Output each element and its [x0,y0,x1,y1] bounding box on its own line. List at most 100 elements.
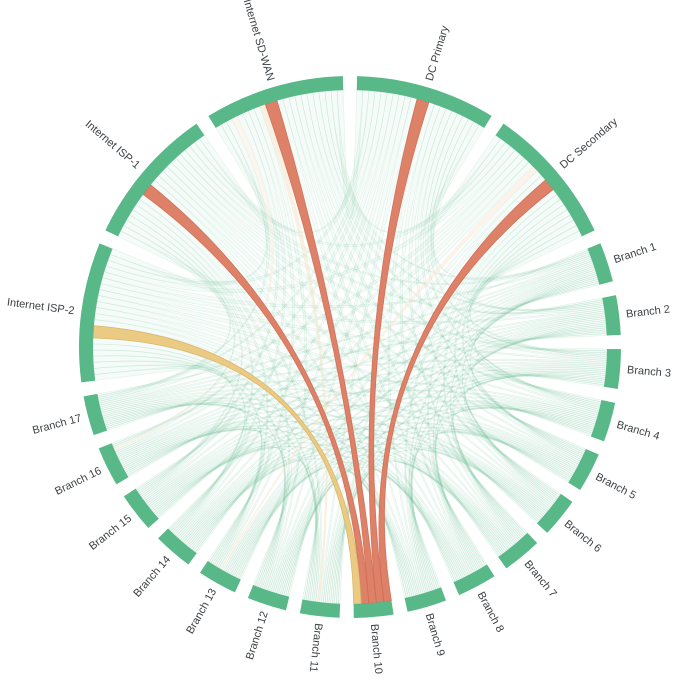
mesh-chord-dc-primary-internet-isp-1 [194,90,370,234]
mesh-chord-branch-4-branch-13 [226,403,597,575]
node-label-branch-3: Branch 3 [627,364,672,380]
mesh-chord-branch-1-branch-14 [178,262,594,541]
node-arc-branch-11[interactable] [299,599,341,618]
mesh-chord-branch-16-internet-isp-2 [93,364,228,448]
mesh-chord-branch-17-internet-sd-wan [97,118,270,400]
mesh-chord-branch-1-internet-isp-1 [184,145,591,285]
mesh-chord-branch-14-branch-17 [104,401,248,533]
mesh-chord-branch-12-branch-14 [193,456,292,587]
mesh-chord-branch-1-branch-9 [408,269,597,593]
mesh-chord-branch-3-internet-sd-wan [312,91,608,359]
node-label-branch-7: Branch 7 [522,558,559,600]
node-label-branch-10: Branch 10 [368,623,384,674]
node-label-branch-11: Branch 11 [307,623,324,673]
mesh-chord-branch-5-branch-9 [410,431,573,591]
mesh-chord-dc-secondary-branch-17 [98,149,521,404]
mesh-chord-dc-secondary-branch-5 [461,209,584,459]
mesh-chord-branch-1-branch-17 [98,257,592,406]
mesh-chord-branch-7-branch-12 [281,459,505,596]
node-arc-branch-4[interactable] [590,400,616,442]
node-arc-internet-isp-2[interactable] [78,243,113,383]
mesh-chord-branch-6-branch-9 [408,447,542,590]
mesh-chord-branch-3-branch-13 [225,367,607,574]
node-label-internet-isp-1: Internet ISP-1 [83,118,142,171]
node-arc-branch-7[interactable] [498,532,538,569]
node-arc-branch-1[interactable] [587,243,613,285]
mesh-chord-branch-6-branch-13 [230,443,546,576]
node-arc-branch-13[interactable] [199,561,241,593]
mesh-chord-branch-14-internet-sd-wan [174,110,286,537]
mesh-chord-branch-7-branch-17 [101,397,513,549]
node-arc-branch-6[interactable] [536,493,573,533]
accent-chord-branch-16-internet-sd-wan [113,115,274,451]
node-arc-branch-16[interactable] [98,443,129,485]
mesh-chord-branch-4-branch-17 [100,379,599,418]
accent-chord-dc-secondary-branch-13 [220,166,538,571]
node-label-branch-12: Branch 12 [244,610,271,661]
mesh-chord-dc-secondary-branch-6 [454,204,568,504]
mesh-chord-dc-primary-branch-11 [318,97,418,603]
mesh-chord-dc-secondary-branch-16 [115,153,525,455]
critical-chord-branch-10-internet-sd-wan[interactable] [264,100,377,604]
critical-chord-branch-10-dc-primary[interactable] [368,98,430,604]
node-arc-branch-10[interactable] [353,600,394,618]
mesh-chord-dc-secondary-internet-sd-wan [330,90,506,234]
mesh-chord-branch-5-internet-isp-2 [96,295,580,465]
node-label-internet-sd-wan: Internet SD-WAN [241,0,277,82]
critical-chord-branch-10-dc-secondary[interactable] [378,179,554,603]
mesh-chord-branch-7-branch-13 [231,454,507,577]
node-label-branch-15: Branch 15 [87,513,134,553]
mesh-chord-branch-7-internet-sd-wan [288,95,517,545]
node-label-branch-14: Branch 14 [131,554,173,600]
mesh-chord-dc-primary-branch-1 [431,121,590,281]
mesh-chord-branch-4-branch-8 [434,406,594,569]
node-label-branch-17: Branch 17 [31,412,83,436]
mesh-chord-dc-primary-branch-8 [399,103,475,574]
node-arc-branch-8[interactable] [453,564,495,596]
mesh-chord-branch-5-branch-14 [184,422,577,546]
node-label-branch-9: Branch 9 [423,612,447,658]
node-arc-branch-2[interactable] [602,295,621,336]
node-label-branch-16: Branch 16 [53,465,103,498]
node-label-branch-1: Branch 1 [612,241,658,266]
mesh-chord-dc-secondary-branch-8 [427,194,561,573]
mesh-chord-branch-2-branch-9 [409,321,607,593]
mesh-chord-branch-5-internet-sd-wan [300,93,582,462]
mesh-chord-branch-8-internet-sd-wan [282,97,473,575]
node-label-branch-6: Branch 6 [562,518,604,555]
node-arc-dc-primary[interactable] [356,76,492,128]
node-arc-branch-12[interactable] [247,585,290,611]
node-arc-branch-15[interactable] [123,488,159,529]
mesh-chord-branch-6-branch-15 [148,427,548,514]
mesh-chord-branch-2-branch-6 [464,327,607,501]
node-arc-branch-17[interactable] [83,393,107,436]
node-arc-branch-5[interactable] [568,448,599,491]
mesh-chord-branch-8-internet-isp-1 [154,175,471,576]
node-arc-branch-9[interactable] [404,587,446,612]
node-arc-internet-isp-1[interactable] [105,123,205,237]
mesh-chord-dc-secondary-branch-12 [268,170,542,592]
mesh-chord-branch-6-branch-8 [428,443,540,567]
node-label-dc-secondary: DC Secondary [558,116,621,172]
mesh-chord-branch-4-branch-14 [182,400,597,545]
mesh-chord-branch-1-internet-sd-wan [324,90,590,280]
node-arc-internet-sd-wan[interactable] [208,76,344,128]
mesh-chord-dc-primary-branch-6 [414,108,555,505]
mesh-chord-dc-primary-branch-14 [175,93,400,539]
mesh-chord-branch-13-branch-15 [155,441,270,564]
mesh-chord-branch-5-internet-isp-1 [166,161,581,464]
mesh-chord-branch-8-branch-13 [233,462,461,581]
mesh-chord-branch-4-branch-6 [461,401,593,498]
mesh-chord-branch-11-internet-isp-2 [92,337,320,603]
mesh-chord-branch-3-branch-14 [181,365,607,544]
mesh-chord-branch-5-branch-8 [432,428,572,568]
node-arc-dc-secondary[interactable] [495,123,595,237]
mesh-chord-branch-7-branch-14 [187,447,508,552]
node-arc-branch-14[interactable] [158,528,197,565]
mesh-chord-branch-8-branch-12 [283,466,460,597]
node-arc-branch-3[interactable] [603,348,621,389]
mesh-chord-branch-1-branch-12 [270,266,596,593]
mesh-chord-branch-13-internet-isp-2 [92,349,263,567]
